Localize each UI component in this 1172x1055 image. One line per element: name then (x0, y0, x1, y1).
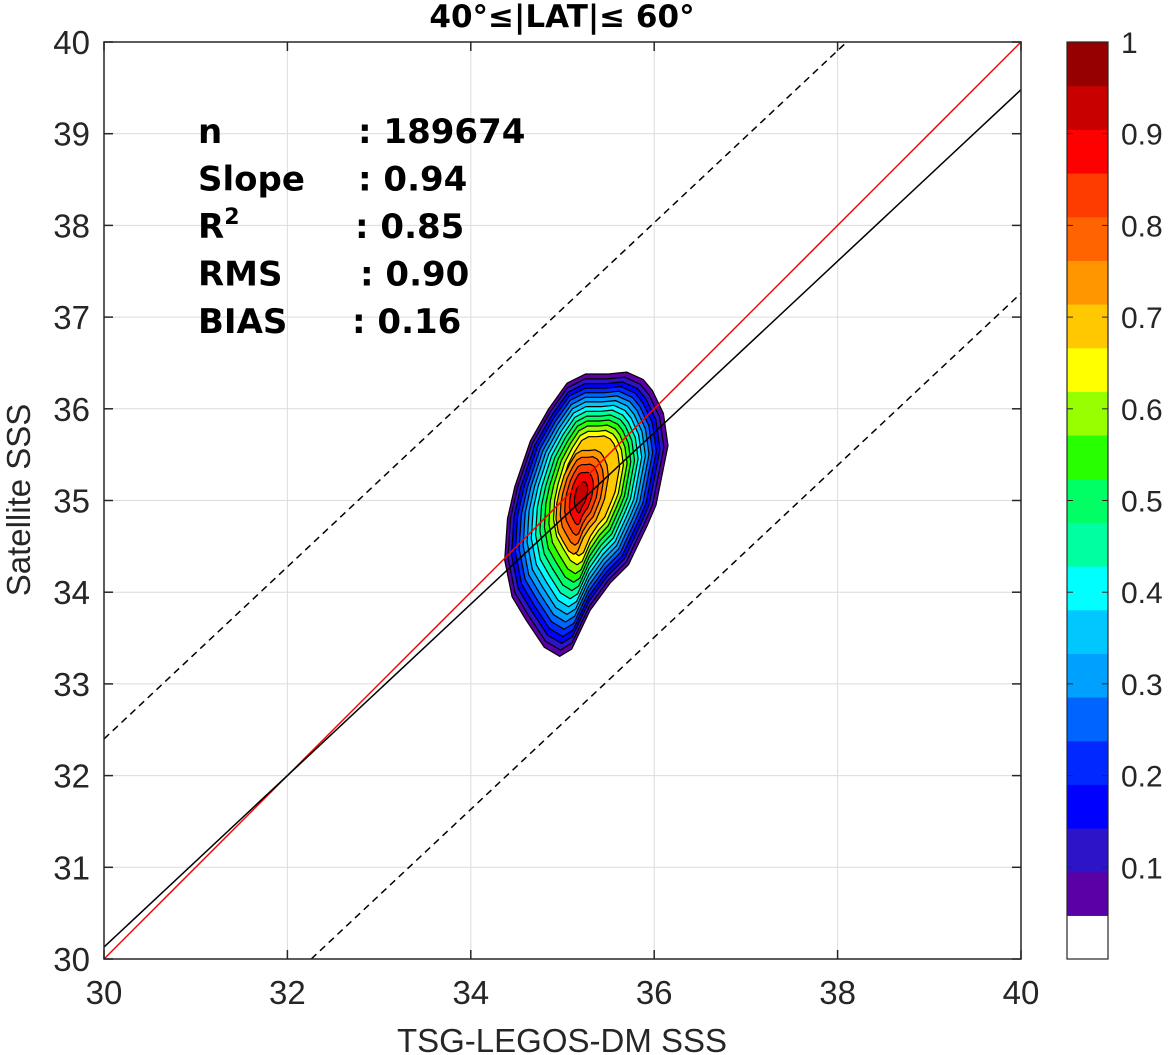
colorbar-segment (1067, 697, 1108, 742)
colorbar-segment (1067, 740, 1108, 785)
colorbar-tick-label: 0.9 (1121, 119, 1163, 152)
y-tick-label: 40 (53, 24, 90, 61)
colorbar-segment (1067, 566, 1108, 611)
colorbar-segment (1067, 784, 1108, 829)
stat-label-slope: Slope (198, 160, 305, 200)
lower-bound-line (310, 292, 1021, 959)
stat-value-bias: : 0.16 (352, 302, 461, 342)
stat-value-r: : 0.85 (355, 207, 464, 247)
y-tick-label: 35 (53, 483, 90, 520)
colorbar-segment (1067, 85, 1108, 130)
colorbar: 0.1 0.2 0.3 0.4 0.5 0.6 0.7 0.8 0.9 1 (1066, 27, 1163, 960)
colorbar-segment (1067, 216, 1108, 261)
upper-bound-line (104, 42, 848, 740)
statistics-box: n : 189674 Slope : 0.94 R2 : 0.85 RMS : 0.90 BIA… (198, 112, 525, 342)
colorbar-tick-label: 1 (1121, 27, 1138, 60)
grid-lines (104, 42, 1021, 959)
regression-line (104, 89, 1021, 948)
density-contours (504, 371, 669, 658)
colorbar-tick-label: 0.5 (1121, 486, 1163, 519)
stat-label-n: n (198, 112, 222, 152)
colorbar-segment (1067, 304, 1108, 349)
stat-label-r: R2 (198, 205, 240, 247)
x-tick-label: 38 (819, 974, 856, 1011)
y-tick-label: 32 (53, 758, 90, 795)
colorbar-segment (1067, 129, 1108, 174)
y-tick-label: 37 (53, 299, 90, 336)
colorbar-segment (1067, 347, 1108, 392)
colorbar-segment (1067, 391, 1108, 436)
colorbar-tick-label: 0.3 (1121, 669, 1163, 702)
x-tick-label: 32 (269, 974, 306, 1011)
colorbar-segment (1067, 609, 1108, 654)
y-tick-labels: 30 31 32 33 34 35 36 37 38 39 40 (53, 24, 90, 978)
y-tick-label: 31 (53, 849, 90, 886)
colorbar-segment (1067, 260, 1108, 305)
colorbar-segment (1067, 435, 1108, 480)
x-tick-label: 40 (1003, 974, 1040, 1011)
stat-value-slope: : 0.94 (358, 160, 467, 200)
y-tick-label: 33 (53, 666, 90, 703)
colorbar-tick-label: 0.4 (1121, 577, 1163, 610)
colorbar-tick-label: 0.7 (1121, 302, 1163, 335)
x-tick-label: 34 (452, 974, 489, 1011)
y-tick-label: 38 (53, 207, 90, 244)
colorbar-tick-label: 0.8 (1121, 210, 1163, 243)
colorbar-segment (1067, 173, 1108, 218)
y-tick-label: 36 (53, 391, 90, 428)
stat-label-bias: BIAS (198, 302, 287, 342)
stat-value-n: : 189674 (358, 112, 525, 152)
x-tick-label: 36 (636, 974, 673, 1011)
identity-line (104, 42, 1021, 959)
colorbar-tick-label: 0.1 (1121, 852, 1163, 885)
colorbar-segment (1067, 522, 1108, 567)
colorbar-tick-label: 0.6 (1121, 394, 1163, 427)
axis-ticks (103, 41, 1022, 960)
x-axis-label: TSG-LEGOS-DM SSS (397, 1022, 727, 1055)
colorbar-segment (1067, 828, 1108, 873)
colorbar-tick-label: 0.2 (1121, 761, 1163, 794)
chart-title: 40°≤|LAT|≤ 60° (429, 0, 694, 35)
y-tick-label: 39 (53, 116, 90, 153)
reference-lines (104, 42, 1021, 959)
colorbar-segment (1067, 478, 1108, 523)
x-tick-labels: 30 32 34 36 38 40 (86, 974, 1040, 1011)
stat-value-rms: : 0.90 (360, 255, 469, 295)
colorbar-segment (1067, 915, 1108, 960)
colorbar-segment (1067, 871, 1108, 916)
colorbar-segment (1067, 42, 1108, 87)
y-tick-label: 30 (53, 941, 90, 978)
colorbar-segment (1067, 653, 1108, 698)
y-tick-label: 34 (53, 574, 90, 611)
y-axis-label: Satellite SSS (0, 404, 37, 597)
x-tick-label: 30 (86, 974, 123, 1011)
stat-label-rms: RMS (198, 255, 283, 295)
